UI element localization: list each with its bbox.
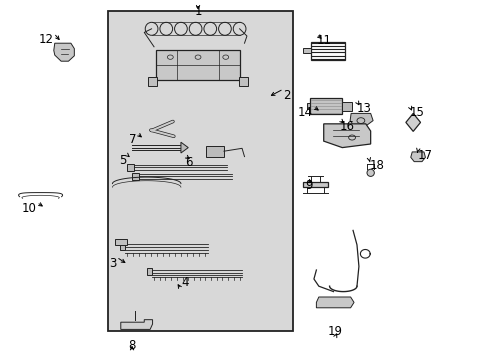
Text: 13: 13 (356, 102, 371, 114)
Text: 12: 12 (39, 33, 54, 46)
Polygon shape (121, 320, 152, 329)
Text: 7: 7 (129, 133, 137, 146)
Polygon shape (410, 152, 425, 162)
Text: 14: 14 (297, 106, 312, 119)
Text: 15: 15 (409, 106, 424, 119)
Ellipse shape (366, 169, 374, 176)
Text: 9: 9 (305, 179, 312, 192)
Polygon shape (342, 102, 351, 111)
Polygon shape (156, 49, 239, 80)
Polygon shape (120, 242, 124, 250)
Polygon shape (238, 77, 248, 85)
Text: 16: 16 (339, 120, 354, 132)
Bar (107, 11, 293, 331)
Polygon shape (147, 77, 157, 85)
Text: 19: 19 (327, 325, 342, 338)
Polygon shape (127, 164, 134, 171)
Polygon shape (132, 173, 139, 180)
Text: 8: 8 (128, 339, 136, 352)
Polygon shape (206, 146, 224, 157)
Polygon shape (115, 239, 127, 245)
Polygon shape (349, 113, 372, 126)
Text: 11: 11 (316, 34, 331, 47)
Text: 3: 3 (109, 257, 116, 270)
Text: 10: 10 (22, 202, 37, 215)
Polygon shape (54, 43, 74, 61)
Polygon shape (146, 268, 151, 275)
Text: 5: 5 (119, 154, 126, 167)
Polygon shape (306, 103, 309, 109)
Polygon shape (309, 98, 342, 114)
Text: 6: 6 (184, 156, 192, 168)
Polygon shape (316, 297, 353, 308)
Text: 1: 1 (194, 5, 202, 18)
Text: 4: 4 (181, 276, 188, 289)
Text: 17: 17 (417, 149, 432, 162)
Polygon shape (181, 142, 188, 153)
Polygon shape (303, 48, 310, 53)
Polygon shape (323, 124, 370, 148)
Text: 18: 18 (368, 159, 383, 172)
Polygon shape (303, 182, 327, 187)
Polygon shape (405, 113, 420, 131)
Text: 2: 2 (283, 89, 290, 102)
